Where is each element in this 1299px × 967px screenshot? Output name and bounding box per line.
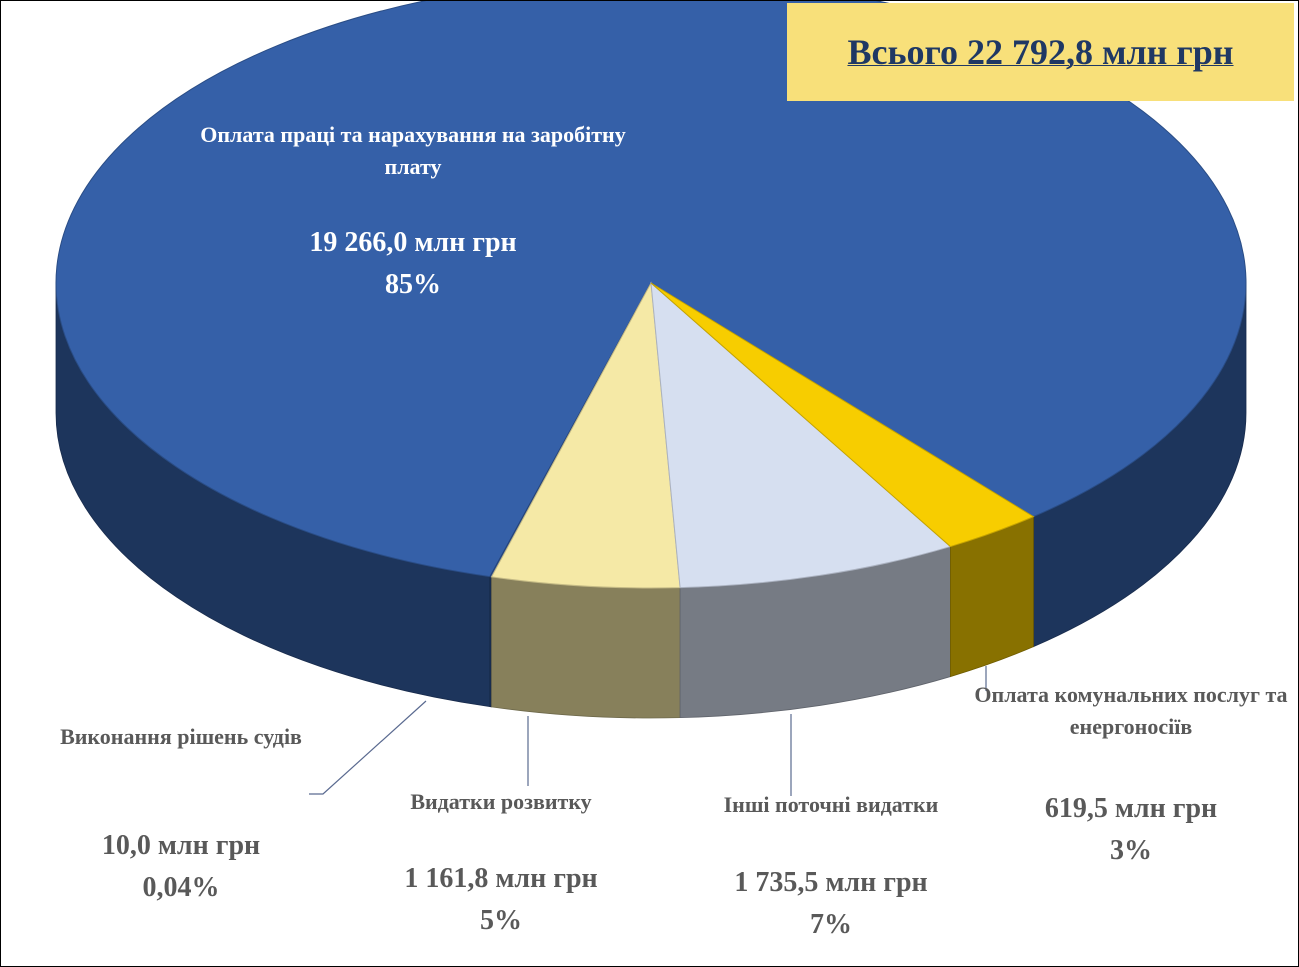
- percent-label: 85%: [385, 269, 441, 300]
- category-label: Інші поточні видатки: [723, 792, 939, 817]
- percent-label: 7%: [810, 909, 852, 940]
- category-label: Виконання рішень судів: [60, 724, 302, 749]
- leader-line: [309, 700, 427, 795]
- value-label: 10,0 млн грн: [101, 830, 261, 861]
- percent-label: 5%: [480, 905, 522, 936]
- category-label: Оплата праці та нарахування на заробітну…: [200, 122, 626, 179]
- value-label: 1 735,5 млн грн: [734, 867, 928, 898]
- value-label: 619,5 млн грн: [1044, 793, 1218, 824]
- percent-label: 0,04%: [142, 872, 220, 903]
- percent-label: 3%: [1110, 835, 1152, 866]
- slice: [650, 281, 952, 589]
- pie-sides: [55, 282, 1247, 719]
- pie-tops: [55, 1, 1247, 589]
- category-label: Видатки розвитку: [410, 789, 592, 814]
- slice-side: [491, 576, 681, 719]
- slice: [55, 1, 1247, 578]
- chart-title: Всього 22 792,8 млн грн: [787, 3, 1294, 101]
- category-label: Оплата комунальних послуг та енергоносії…: [974, 682, 1288, 739]
- slice: [650, 282, 1035, 548]
- value-label: 19 266,0 млн грн: [309, 227, 517, 258]
- slice: [490, 281, 681, 589]
- value-label: 1 161,8 млн грн: [404, 863, 598, 894]
